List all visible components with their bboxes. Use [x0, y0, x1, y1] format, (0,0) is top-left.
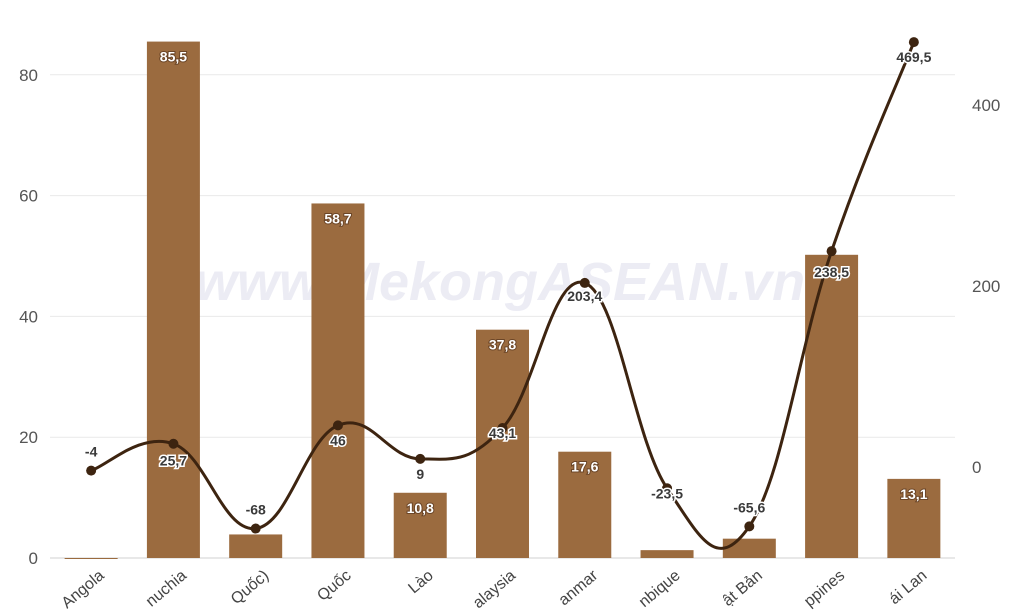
line-data-label: 43,1 [489, 425, 516, 441]
x-axis-tick-labels: Angola nuchia Quốc) Quốc Lào alaysia anmar nbiq… [59, 567, 931, 612]
x-tick-label: ật Bản [720, 567, 766, 610]
line-data-labels: -4 25,7 -68 46 9 43,1 203,4 -23,5 -65,6 238,5 469,… [83, 48, 933, 519]
x-tick-label: Lào [405, 567, 436, 597]
line-data-label: -4 [85, 444, 98, 460]
bar [805, 254, 859, 559]
line-point [332, 420, 343, 431]
right-tick-label: 0 [972, 458, 981, 477]
bar [558, 451, 612, 558]
bar-data-label: 17,6 [571, 459, 598, 475]
line-data-label: 469,5 [896, 49, 931, 65]
left-tick-label: 80 [19, 66, 38, 85]
x-tick-label: Angola [59, 567, 108, 612]
x-tick-label: Quốc) [228, 567, 272, 608]
right-tick-label: 200 [972, 277, 1000, 296]
x-tick-label: nuchia [143, 567, 190, 610]
x-tick-label: nbique [636, 567, 684, 611]
left-tick-label: 60 [19, 187, 38, 206]
right-tick-label: 400 [972, 96, 1000, 115]
line-data-label: 25,7 [160, 453, 187, 469]
bar [311, 203, 365, 558]
line-data-label: 46 [330, 432, 346, 448]
left-tick-label: 20 [19, 428, 38, 447]
right-axis-ticks: 0 200 400 [972, 96, 1000, 477]
line-point [662, 483, 673, 494]
x-tick-label: alaysia [470, 567, 519, 612]
bar-data-labels: 85,5 58,7 10,8 37,8 17,6 13,1 [159, 48, 929, 517]
bar [640, 550, 694, 558]
bar [887, 478, 941, 558]
line-point [86, 465, 97, 476]
line-data-label: -68 [246, 502, 266, 518]
left-tick-label: 0 [29, 549, 38, 568]
line-point [744, 521, 755, 532]
line-point [908, 37, 919, 48]
bar-data-label: 58,7 [324, 210, 351, 226]
line-point [250, 523, 261, 534]
line-point [826, 246, 837, 257]
line-point [168, 438, 179, 449]
bar-data-label: 37,8 [489, 337, 516, 353]
bar-data-label: 10,8 [407, 500, 434, 516]
x-tick-label: ppines [801, 567, 848, 610]
left-axis-ticks: 0 20 40 60 80 [19, 66, 38, 568]
line-data-label: 203,4 [567, 288, 602, 304]
x-tick-label: ái Lan [886, 567, 930, 608]
line-point [579, 277, 590, 288]
line-data-label: 9 [416, 466, 424, 482]
bar [146, 41, 200, 558]
bar-data-label: 85,5 [160, 49, 187, 65]
line-point [497, 422, 508, 433]
bar-data-label: 13,1 [900, 486, 927, 502]
line-data-label: -23,5 [651, 485, 683, 501]
x-tick-label: anmar [556, 567, 602, 610]
line-series [86, 37, 919, 550]
x-tick-label: Quốc [314, 567, 354, 605]
bar [393, 492, 447, 558]
line-data-label: 238,5 [814, 264, 849, 280]
left-tick-label: 40 [19, 307, 38, 326]
bar [64, 558, 118, 559]
line-point [415, 453, 426, 464]
bar [229, 534, 283, 558]
bar [722, 538, 776, 558]
watermark: www.MekongASEAN.vn [195, 252, 805, 312]
line-data-label: -65,6 [733, 499, 765, 515]
